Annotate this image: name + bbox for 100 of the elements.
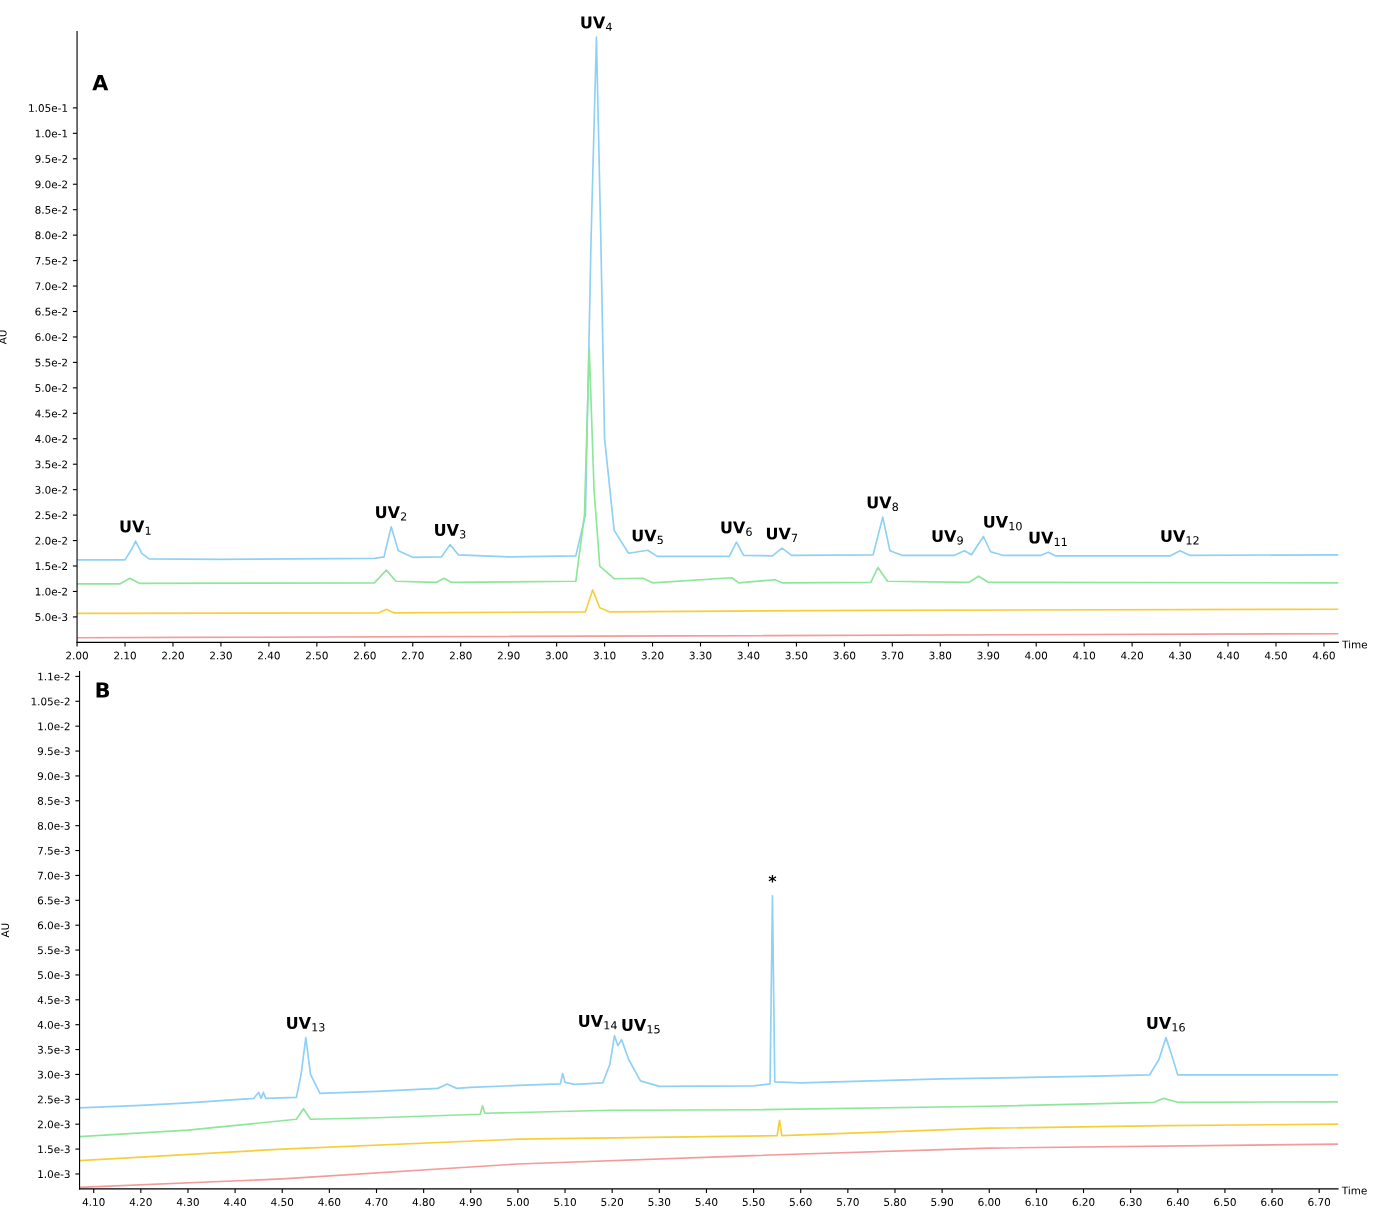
y-tick-label: 7.5e-2 [35, 256, 67, 265]
y-tick-label: 7.0e-2 [35, 282, 67, 291]
x-tick-label: 3.80 [929, 651, 952, 660]
y-tick-label: 6.5e-2 [35, 307, 67, 316]
y-tick-label: 1.0e-2 [35, 587, 67, 596]
y-tick-label: 8.0e-2 [35, 231, 67, 240]
x-tick-label: 3.70 [881, 651, 904, 660]
x-tick-label: 4.30 [1168, 651, 1191, 660]
x-tick-label: 2.90 [497, 651, 520, 660]
y-tick-label: 4.0e-3 [37, 1020, 70, 1029]
x-tick-label: 3.10 [593, 651, 616, 660]
x-tick-label: 6.40 [1166, 1198, 1189, 1206]
x-tick-label: 3.30 [689, 651, 712, 660]
x-tick-label: 2.40 [258, 651, 280, 660]
x-tick-label: 4.40 [1216, 651, 1239, 660]
x-tick-label: 5.70 [837, 1198, 859, 1206]
x-tick-label: 5.90 [931, 1198, 954, 1206]
line-series [79, 1097, 1339, 1138]
x-tick-label: 3.00 [545, 651, 568, 660]
y-tick-label: 1.5e-3 [38, 1145, 70, 1154]
x-tick-label: 5.10 [554, 1198, 576, 1206]
x-tick-label: 2.70 [401, 651, 424, 660]
x-tick-label: 4.60 [1312, 651, 1335, 660]
y-tick-label: 1.0e-3 [38, 1170, 70, 1179]
y-tick-label: 8.0e-3 [37, 821, 70, 830]
x-tick-label: 6.70 [1308, 1198, 1331, 1206]
y-tick-label: 7.0e-3 [38, 871, 70, 880]
y-tick-label: 8.5e-2 [35, 205, 67, 214]
y-tick-label: 1.05e-2 [31, 697, 70, 706]
annotation: UV$_{16}$ [1147, 1017, 1185, 1032]
y-tick-label: 2.0e-3 [37, 1120, 70, 1129]
x-tick-label: 3.90 [977, 651, 1000, 660]
y-tick-label: 8.5e-3 [37, 797, 70, 805]
x-tick-label: 4.50 [271, 1198, 294, 1206]
x-axis-title: Time [1341, 1186, 1367, 1195]
y-tick-label: 6.5e-3 [37, 896, 70, 905]
y-tick-label: 1.05e-1 [29, 104, 68, 112]
annotation: UV$_{2}$ [376, 506, 407, 521]
x-tick-label: 6.00 [978, 1198, 1001, 1206]
y-tick-label: 3.0e-3 [37, 1070, 70, 1079]
x-tick-label: 2.60 [353, 651, 376, 660]
x-tick-label: 5.00 [507, 1198, 529, 1206]
line-series [77, 347, 1339, 585]
x-tick-label: 3.20 [641, 651, 664, 660]
annotation: UV$_{6}$ [721, 521, 752, 536]
y-tick-label: 9.5e-3 [37, 747, 70, 756]
annotation: UV$_{1}$ [120, 520, 151, 535]
annotation: UV$_{14}$ [579, 1015, 617, 1030]
x-tick-label: 3.40 [737, 651, 760, 660]
x-tick-label: 5.20 [601, 1198, 624, 1206]
y-tick-label: 1.0e-1 [35, 129, 68, 138]
x-tick-label: 4.10 [82, 1198, 105, 1206]
x-tick-label: 4.00 [1025, 651, 1048, 660]
y-axis-title: AU [1, 923, 10, 938]
x-tick-label: 6.50 [1214, 1198, 1236, 1206]
x-tick-label: 3.60 [833, 651, 856, 660]
x-tick-label: 2.30 [210, 651, 232, 660]
x-tick-label: 4.70 [365, 1198, 388, 1206]
x-tick-label: 6.60 [1261, 1198, 1283, 1206]
annotation: UV$_{8}$ [867, 496, 899, 512]
x-tick-label: 2.00 [66, 651, 88, 660]
y-tick-label: 4.0e-2 [35, 434, 67, 443]
x-tick-label: 2.20 [162, 651, 184, 660]
line-series [79, 894, 1339, 1109]
x-tick-label: 6.20 [1072, 1198, 1095, 1206]
annotation: UV$_{11}$ [1029, 531, 1067, 546]
y-tick-label: 5.0e-2 [35, 384, 67, 392]
x-tick-label: 4.50 [1264, 651, 1287, 660]
x-axis-title: Time [1342, 640, 1368, 649]
y-tick-label: 5.5e-2 [35, 358, 67, 367]
annotation: UV$_{5}$ [632, 529, 663, 545]
annotation: UV$_{10}$ [984, 515, 1022, 531]
line-series [79, 1119, 1339, 1162]
x-tick-label: 2.50 [306, 651, 328, 660]
x-tick-label: 6.30 [1119, 1198, 1142, 1206]
y-tick-label: 6.0e-3 [37, 921, 70, 930]
x-tick-label: 2.80 [449, 651, 472, 660]
y-tick-label: 9.5e-2 [35, 155, 67, 163]
x-tick-label: 4.30 [176, 1198, 199, 1206]
x-tick-label: 4.40 [224, 1198, 247, 1206]
x-tick-label: 4.20 [1121, 651, 1144, 660]
y-tick-label: 4.5e-2 [35, 409, 67, 418]
x-tick-label: 5.80 [884, 1198, 906, 1206]
y-tick-label: 2.0e-2 [35, 536, 67, 545]
x-tick-label: 5.50 [742, 1198, 765, 1206]
y-tick-label: 4.5e-3 [37, 996, 70, 1004]
annotation: UV$_{7}$ [766, 527, 798, 542]
line-series [77, 36, 1339, 561]
annotation: UV$_{4}$ [581, 16, 612, 31]
x-tick-label: 4.90 [459, 1198, 482, 1206]
x-tick-label: 4.20 [129, 1198, 152, 1206]
y-tick-label: 7.5e-3 [38, 846, 70, 855]
y-tick-label: 9.0e-2 [35, 180, 67, 189]
x-tick-label: 3.50 [785, 651, 808, 660]
y-tick-label: 1.5e-2 [35, 562, 67, 571]
annotation: UV$_{9}$ [932, 530, 963, 545]
y-tick-label: 6.0e-2 [35, 333, 67, 342]
y-tick-label: 5.5e-3 [37, 946, 70, 955]
y-tick-label: 3.5e-3 [37, 1045, 70, 1054]
y-tick-label: 9.0e-3 [37, 772, 70, 781]
